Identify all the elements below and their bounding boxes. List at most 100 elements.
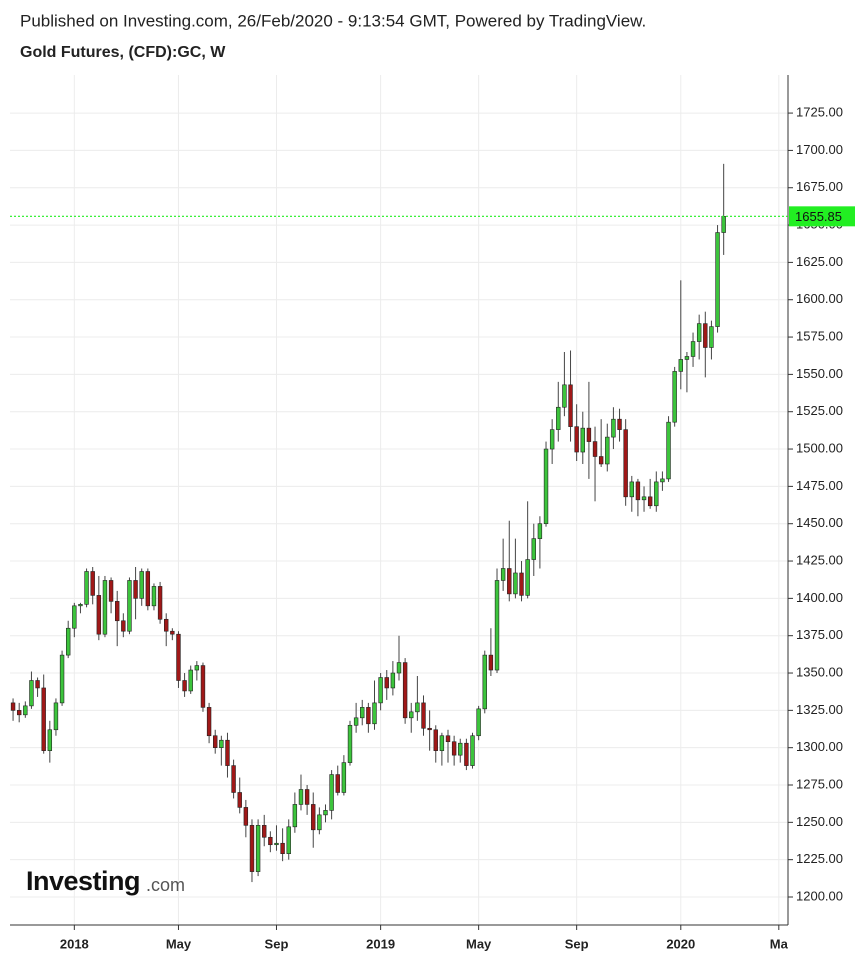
y-tick-label: 1550.00 [796,366,843,381]
y-tick-label: 1500.00 [796,440,843,455]
y-tick-label: 1375.00 [796,627,843,642]
candle-body [598,456,604,465]
candle-body [433,729,438,751]
candle-body [53,702,59,731]
candle-body [525,559,530,596]
candle-body [678,359,683,372]
candle-body [237,792,242,808]
candle-body [268,836,273,846]
y-tick-label: 1575.00 [796,328,843,343]
candle-body [574,426,579,453]
candle-body [464,742,469,766]
candle-body [592,441,598,457]
candle-body [133,580,138,599]
y-tick-label: 1425.00 [796,552,843,567]
candle-body [108,580,114,602]
y-tick-label: 1525.00 [796,403,843,418]
candle-body [372,702,377,725]
y-tick-label: 1200.00 [796,888,843,903]
candle-body [127,580,132,632]
candle-body [292,804,298,828]
candle-body [243,807,249,826]
candle-body [353,717,359,726]
x-tick-label: Sep [565,936,589,951]
candle-body [182,680,187,692]
candle-body [513,572,518,595]
candle-body [543,448,549,525]
candle-body [188,669,193,692]
candle-body [439,735,445,751]
y-tick-label: 1225.00 [796,851,843,866]
candle-body [500,568,506,581]
watermark: Investing [26,866,140,896]
candle-body [280,842,285,855]
candle-body [274,842,279,846]
candle-body [286,826,291,855]
candle-body [660,478,665,483]
last-price-label: 1655.85 [795,209,842,224]
y-tick-label: 1350.00 [796,664,843,679]
candle-body [298,789,304,805]
candle-body [90,571,95,596]
candle-body [709,326,714,348]
candle-body [200,665,206,708]
y-tick-label: 1400.00 [796,590,843,605]
x-tick-label: May [466,936,492,951]
candle-body [231,765,236,793]
candle-body [194,665,200,671]
plot-area [10,75,788,925]
candle-body [390,672,396,689]
candle-body [262,825,267,838]
chart-title: Gold Futures, (CFD):GC, W [20,44,226,61]
y-tick-label: 1600.00 [796,291,843,306]
candle-body [157,586,163,620]
candle-body [311,804,316,831]
x-tick-label: 2019 [366,936,395,951]
candle-body [378,677,383,704]
candle-body [721,216,726,233]
candle-body [494,580,500,671]
candle-body [488,654,494,671]
candle-body [451,741,457,756]
candle-body [115,601,120,622]
candle-body [611,418,616,438]
y-tick-label: 1475.00 [796,478,843,493]
candle-body [537,523,543,539]
candle-body [470,735,475,766]
candle-body [690,341,696,357]
candle-body [102,580,108,635]
candle-body [10,702,16,711]
candle-body [255,825,261,872]
candle-body [366,707,371,725]
candle-body [170,630,175,635]
x-tick-label: Ma [770,936,789,951]
candle-body [684,356,690,360]
candle-body [715,232,720,327]
candle-body [72,605,77,629]
candle-body [35,680,40,689]
candle-body [78,604,83,607]
candle-body [617,418,622,430]
candle-body [568,384,573,427]
candle-body [421,702,426,729]
x-tick-label: Sep [265,936,289,951]
candle-body [65,627,71,656]
candle-body [635,481,641,501]
candle-body [59,654,65,704]
candle-body [206,707,212,737]
y-tick-label: 1300.00 [796,739,843,754]
candle-body [580,427,585,453]
candle-body [402,662,408,719]
candle-body [666,421,671,480]
header: Published on Investing.com, 26/Feb/2020 … [20,11,646,30]
y-tick-label: 1625.00 [796,254,843,269]
candle-body [341,762,347,793]
candle-body [415,702,420,713]
candle-body [304,789,310,805]
candle-body [409,711,414,719]
candle-body [458,742,463,756]
candle-body [145,571,151,607]
candle-body [445,735,451,743]
